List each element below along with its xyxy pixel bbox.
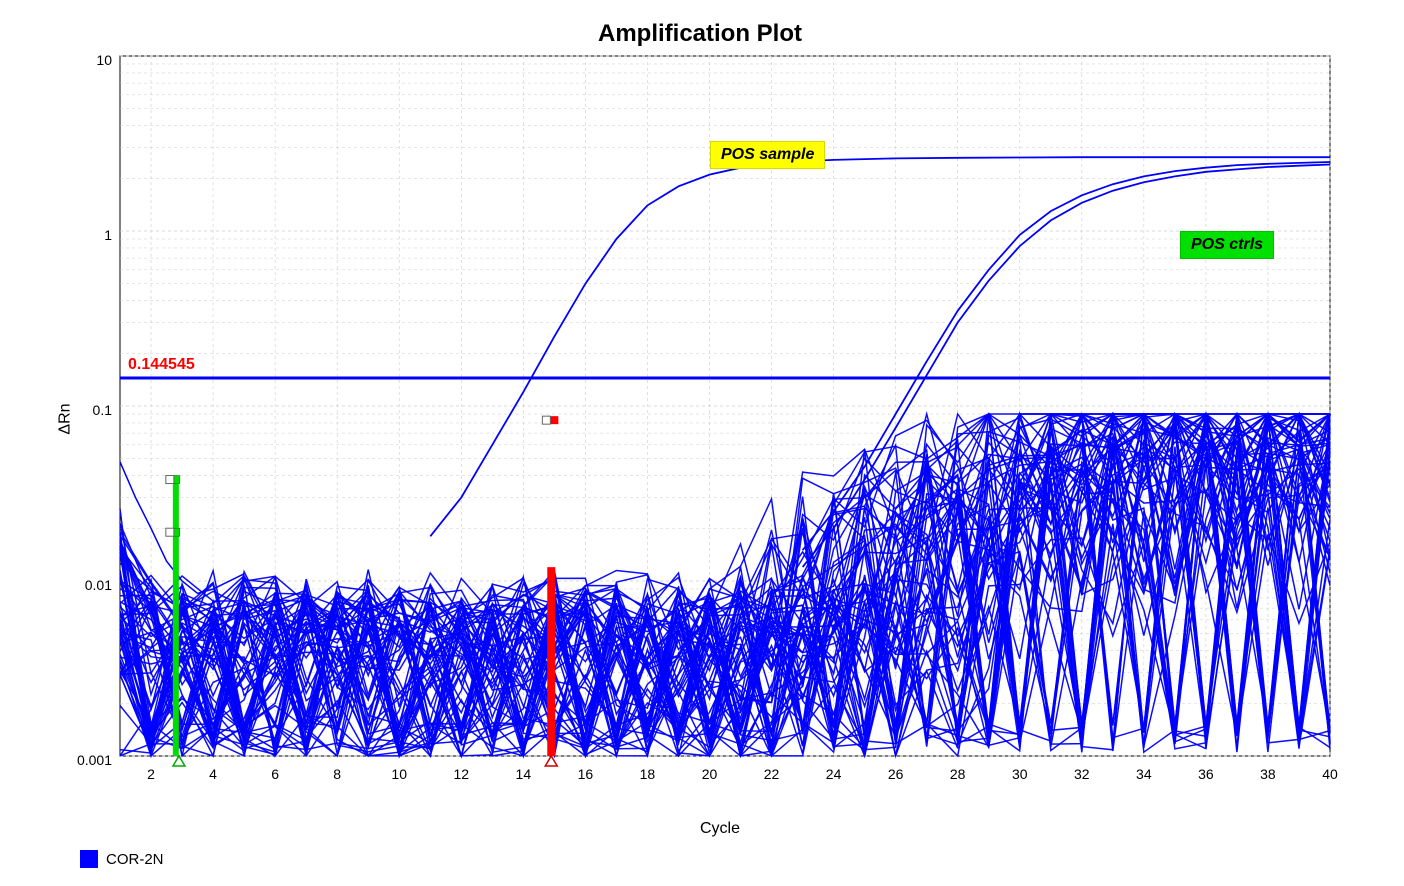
y-tick: 0.01 <box>52 577 112 593</box>
annotation-pos-sample: POS sample <box>710 141 825 169</box>
y-tick: 0.001 <box>52 752 112 768</box>
x-tick: 4 <box>198 766 228 782</box>
x-tick: 14 <box>508 766 538 782</box>
x-tick: 24 <box>819 766 849 782</box>
x-tick: 12 <box>446 766 476 782</box>
chart-title: Amplification Plot <box>20 20 1380 48</box>
x-tick: 6 <box>260 766 290 782</box>
x-tick: 40 <box>1315 766 1345 782</box>
y-tick: 0.1 <box>52 402 112 418</box>
plot-area: POS sample POS ctrls 0.144545 <box>120 56 1380 761</box>
x-tick: 28 <box>943 766 973 782</box>
x-tick: 32 <box>1067 766 1097 782</box>
x-tick: 8 <box>322 766 352 782</box>
y-tick: 10 <box>52 52 112 68</box>
x-tick: 34 <box>1129 766 1159 782</box>
y-tick: 1 <box>52 227 112 243</box>
x-tick: 16 <box>570 766 600 782</box>
annotation-pos-ctrls: POS ctrls <box>1180 231 1274 259</box>
legend-label: COR-2N <box>106 851 164 868</box>
threshold-value-label: 0.144545 <box>128 356 195 374</box>
x-tick: 22 <box>757 766 787 782</box>
x-tick: 30 <box>1005 766 1035 782</box>
x-tick: 2 <box>136 766 166 782</box>
x-tick: 38 <box>1253 766 1283 782</box>
x-tick: 10 <box>384 766 414 782</box>
x-tick: 18 <box>632 766 662 782</box>
x-tick: 36 <box>1191 766 1221 782</box>
legend-swatch <box>80 850 98 868</box>
x-tick: 20 <box>694 766 724 782</box>
x-tick: 26 <box>881 766 911 782</box>
x-axis-label: Cycle <box>700 820 740 838</box>
amplification-plot-container: Amplification Plot POS sample POS ctrls … <box>20 20 1380 860</box>
legend: COR-2N <box>80 850 164 868</box>
